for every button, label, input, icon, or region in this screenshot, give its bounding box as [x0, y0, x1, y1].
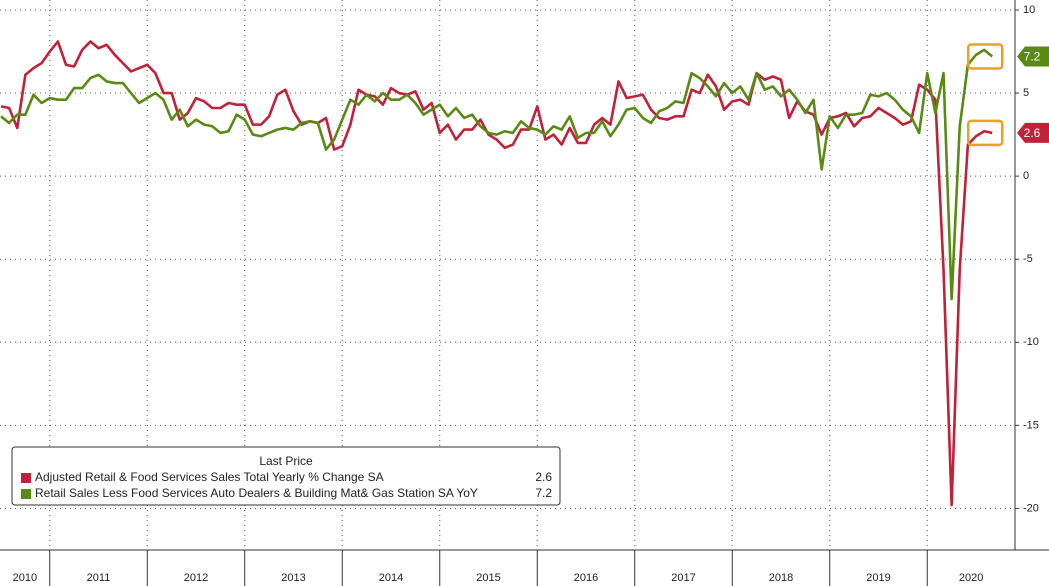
x-tick-label: 2019 [866, 572, 890, 584]
series-line [0, 40, 993, 507]
legend-box [11, 446, 561, 506]
series-line [0, 48, 994, 301]
legend-title: Last Price [259, 454, 313, 468]
legend-swatch [21, 473, 31, 483]
price-tag [1017, 46, 1049, 67]
x-tick-label: 2012 [184, 572, 208, 584]
x-tick-label: 2011 [87, 572, 111, 584]
y-tick-label: -5 [1023, 253, 1033, 265]
price-tag-label: 7.2 [1024, 50, 1041, 64]
y-tick-label: 5 [1023, 87, 1029, 99]
highlight-box [967, 43, 1004, 70]
x-tick-label: 2018 [769, 572, 793, 584]
y-tick-label: -10 [1023, 336, 1039, 348]
y-tick-label: 0 [1023, 170, 1029, 182]
price-tag-label: 2.6 [1024, 126, 1041, 140]
x-tick-label: 2017 [671, 572, 695, 584]
legend-label: Retail Sales Less Food Services Auto Dea… [35, 486, 478, 500]
legend-value: 7.2 [535, 486, 552, 500]
x-tick-label: 2016 [574, 572, 598, 584]
x-tick-label: 2010 [13, 572, 37, 584]
y-tick-label: 10 [1023, 4, 1035, 16]
highlight-box [967, 119, 1004, 147]
y-tick-label: -20 [1023, 502, 1039, 514]
price-tag [1017, 122, 1049, 143]
x-tick-label: 2020 [959, 572, 983, 584]
legend-value: 2.6 [535, 470, 552, 484]
x-tick-label: 2015 [476, 572, 500, 584]
legend-swatch [21, 489, 31, 499]
x-tick-label: 2014 [379, 572, 403, 584]
legend-label: Adjusted Retail & Food Services Sales To… [35, 470, 384, 484]
y-tick-label: -15 [1023, 419, 1039, 431]
x-tick-label: 2013 [281, 572, 305, 584]
